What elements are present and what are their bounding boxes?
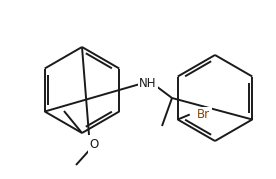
Text: O: O (89, 139, 99, 151)
Text: Br: Br (197, 108, 210, 121)
Text: NH: NH (139, 76, 157, 90)
